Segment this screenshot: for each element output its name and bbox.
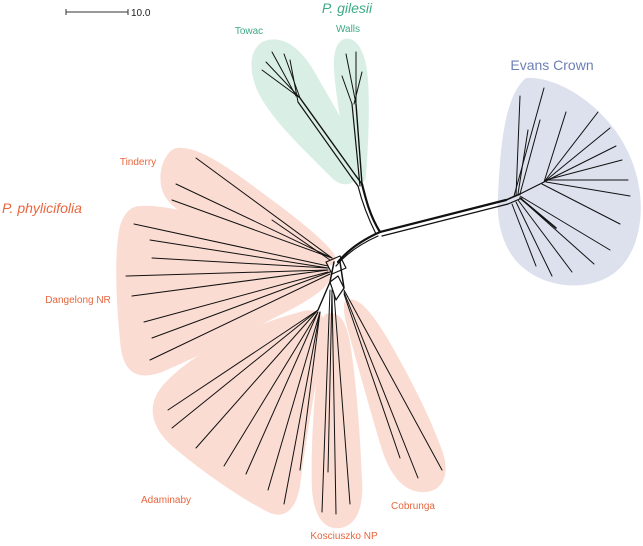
hull-walls	[333, 38, 369, 184]
scale-bar-label: 10.0	[131, 8, 151, 19]
hull-evans-crown	[497, 77, 641, 286]
population-label-dangelong: Dangelong NR	[45, 295, 111, 306]
branches-gilesii	[261, 51, 363, 187]
population-label-cobrunga: Cobrunga	[391, 501, 435, 512]
group-label-evans-crown: Evans Crown	[510, 57, 593, 73]
branches-evans-crown	[505, 87, 631, 277]
population-label-towac: Towac	[235, 26, 263, 37]
hull-cobrunga	[343, 299, 446, 493]
population-label-adaminaby: Adaminaby	[141, 495, 191, 506]
branches-phylicifolia	[125, 157, 443, 515]
network-backbone	[325, 182, 509, 301]
population-label-tinderry: Tinderry	[120, 157, 156, 168]
hull-dangelong	[116, 205, 331, 376]
group-label-gilesii: P. gilesii	[322, 0, 373, 16]
group-label-phylicifolia: P. phylicifolia	[2, 200, 82, 216]
population-label-walls: Walls	[336, 24, 360, 35]
hull-tinderry	[160, 147, 336, 267]
population-label-kosciuszko: Kosciuszko NP	[310, 531, 378, 541]
hull-adaminaby	[152, 310, 326, 515]
hull-kosciuszko	[311, 313, 363, 529]
scale-bar: 10.0	[65, 8, 151, 19]
